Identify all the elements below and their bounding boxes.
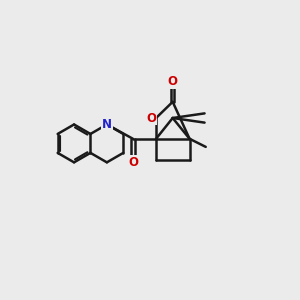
Text: O: O bbox=[168, 75, 178, 88]
Text: O: O bbox=[128, 156, 138, 169]
Text: O: O bbox=[146, 112, 156, 124]
Text: N: N bbox=[102, 118, 112, 131]
